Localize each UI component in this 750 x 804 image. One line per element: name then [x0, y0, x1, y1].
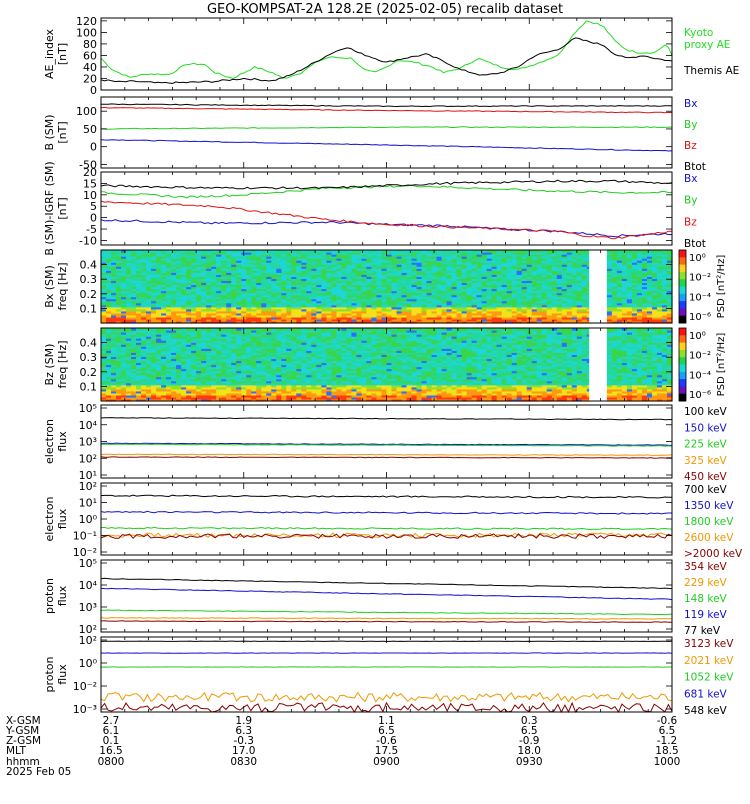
legend-entry: Btot: [684, 238, 706, 250]
colorbar-segment: [679, 279, 686, 287]
y-tick-label: 0: [90, 212, 97, 225]
legend-entry: By: [684, 195, 697, 207]
figure-title: GEO-KOMPSAT-2A 128.2E (2025-02-05) recal…: [207, 2, 563, 17]
legend: Bx By Bz Btot: [684, 98, 706, 173]
y-axis-label: B (SM)-IGRF (SM)[nT]: [43, 161, 69, 255]
y-tick-label: 60: [83, 49, 97, 62]
colorbar-tick-label: 10⁰: [689, 253, 706, 264]
y-tick-label: 10: [83, 189, 97, 202]
y-axis-label-line: Bx (SM): [43, 265, 56, 308]
y-axis-label-line: [nT]: [56, 121, 69, 143]
y-tick-label: 20: [83, 166, 97, 179]
y-tick-label: -5: [86, 223, 97, 236]
colorbar-segment: [679, 257, 686, 265]
data-gap: [589, 250, 606, 323]
y-tick-label: 0: [90, 84, 97, 97]
legend-entry: Bz: [684, 216, 697, 228]
colorbar-tick-label: 10⁻²: [689, 273, 711, 284]
legend-entry: Bx: [684, 173, 697, 185]
y-tick-label: 100: [76, 105, 97, 118]
y-axis-label-line: [nT]: [56, 43, 69, 65]
y-tick-label: 0.1: [80, 302, 98, 315]
y-axis-label-line: freq [Hz]: [56, 262, 69, 310]
y-tick-label: 100: [76, 26, 97, 39]
colorbar-segment: [679, 272, 686, 280]
legend-entry: By: [684, 119, 697, 131]
y-tick-label: 15: [83, 177, 97, 190]
colorbar-segment: [679, 316, 686, 324]
legend-entry: Bz: [684, 140, 697, 152]
y-axis-label-line: B (SM)-IGRF (SM): [43, 161, 56, 255]
legend-entry: Themis AE: [683, 65, 739, 77]
y-axis-label-line: [nT]: [56, 197, 69, 219]
y-tick-label: 0.4: [80, 259, 98, 272]
legend-entry-line: Kyoto: [684, 27, 713, 39]
colorbar-segment: [679, 265, 686, 273]
colorbar-segment: [679, 308, 686, 316]
y-tick-label: 50: [83, 123, 97, 136]
colorbar-label: PSD [nT²/Hz]: [716, 255, 727, 319]
y-axis-label-line: AE_index: [43, 28, 56, 79]
y-axis-label: AE_index[nT]: [43, 28, 69, 79]
plot-area: [101, 97, 672, 168]
y-tick-label: 0.3: [80, 273, 98, 286]
y-axis-label: Bx (SM)freq [Hz]: [43, 262, 69, 310]
y-tick-label: 5: [90, 200, 97, 213]
y-tick-label: 40: [83, 61, 97, 74]
legend-entry: Bx: [684, 98, 697, 110]
y-tick-label: 80: [83, 38, 97, 51]
y-axis-label: B (SM)[nT]: [43, 114, 69, 150]
spectrogram-cells: [101, 250, 673, 324]
colorbar-segment: [679, 250, 686, 258]
y-axis-label-line: B (SM): [43, 114, 56, 150]
y-tick-label: -10: [79, 234, 97, 247]
colorbar-segment: [679, 301, 686, 309]
colorbar: 10⁰ 10⁻² 10⁻⁴ 10⁻⁶ PSD [nT²/Hz]: [679, 250, 727, 324]
legend-entry-line: proxy AE: [684, 39, 730, 51]
colorbar-segment: [679, 294, 686, 302]
spectrogram-cells: [101, 328, 673, 402]
panel-bx_spec: 10⁰ 10⁻² 10⁻⁴ 10⁻⁶ PSD [nT²/Hz] 0.10.2 0.30.4 B…: [43, 250, 727, 324]
colorbar-segment: [679, 287, 686, 295]
y-tick-label: 120: [76, 15, 97, 28]
legend: Bx By Bz Btot: [684, 173, 706, 250]
colorbar-tick-label: 10⁻⁶: [689, 312, 711, 323]
y-tick-label: 0.2: [80, 288, 98, 301]
colorbar-tick-label: 10⁻⁴: [689, 292, 711, 303]
legend-entry: Btot: [684, 161, 706, 173]
plot-area: [101, 18, 672, 90]
y-tick-label: 0: [90, 141, 97, 154]
y-tick-label: 20: [83, 72, 97, 85]
